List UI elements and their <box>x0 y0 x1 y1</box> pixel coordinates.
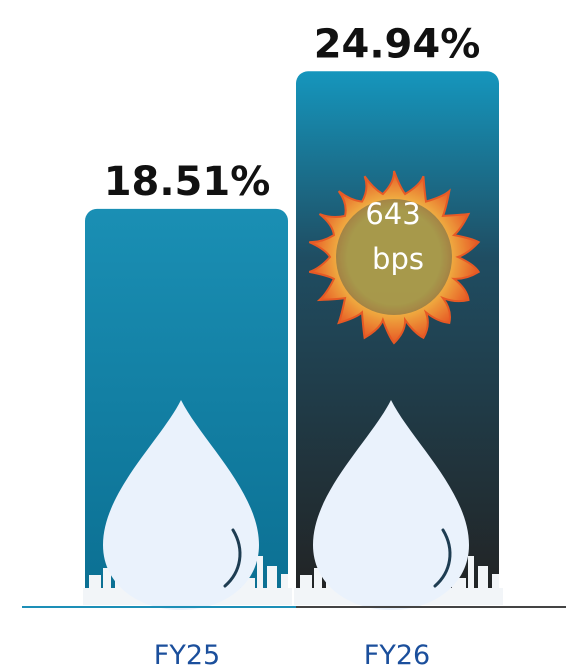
drop-highlight <box>223 528 242 588</box>
value-label-fy26: 24.94% <box>314 21 481 67</box>
oil-drop-icon <box>313 400 469 610</box>
drop-highlight <box>433 528 452 588</box>
category-label-fy26: FY26 <box>364 640 430 671</box>
badge-value: 643 <box>365 197 420 231</box>
flame-ring-icon <box>308 170 481 345</box>
badge-unit: bps <box>372 242 424 276</box>
bps-badge: 643 bps <box>308 170 481 345</box>
category-label-fy25: FY25 <box>154 640 220 671</box>
oil-drop-icon <box>103 400 259 610</box>
value-label-fy25: 18.51% <box>104 159 271 205</box>
